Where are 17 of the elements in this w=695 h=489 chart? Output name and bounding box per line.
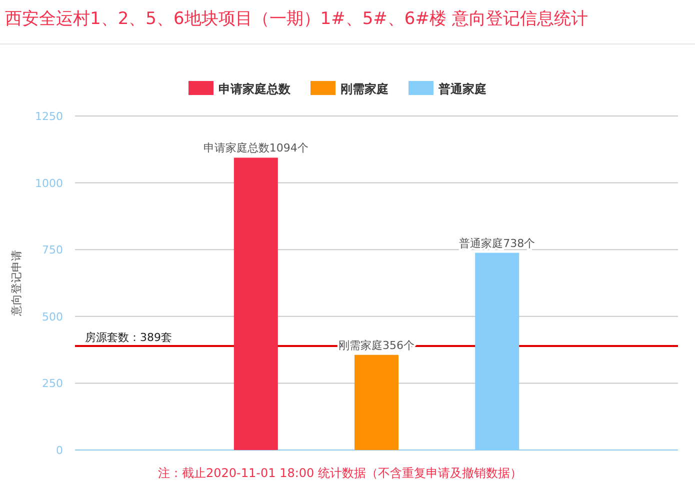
ref-line-label: 房源套数：389套 xyxy=(85,331,172,344)
y-tick-label: 1250 xyxy=(35,110,63,123)
y-axis-title: 意向登记申请 xyxy=(10,250,23,317)
data-label: 普通家庭738个 xyxy=(459,236,536,250)
y-tick-label: 250 xyxy=(42,377,63,390)
bar xyxy=(354,354,398,450)
data-label: 申请家庭总数1094个 xyxy=(203,142,308,155)
y-tick-label: 750 xyxy=(42,244,63,257)
legend-label: 普通家庭 xyxy=(438,82,486,96)
y-tick-label: 1000 xyxy=(35,176,63,190)
legend-label: 申请家庭总数 xyxy=(218,82,292,96)
chart-title: 西安全运村1、2、5、6地块项目（一期）1#、5#、6#楼 意向登记信息统计 xyxy=(5,9,588,29)
bar xyxy=(234,158,278,450)
y-tick-label: 500 xyxy=(42,310,63,324)
text: 注：截止2020-11-01 18:00 统计数据（不含重复申请及撤销数据） xyxy=(158,466,522,480)
legend-label: 刚需家庭 xyxy=(340,82,388,96)
y-tick-label: 0 xyxy=(56,444,63,457)
